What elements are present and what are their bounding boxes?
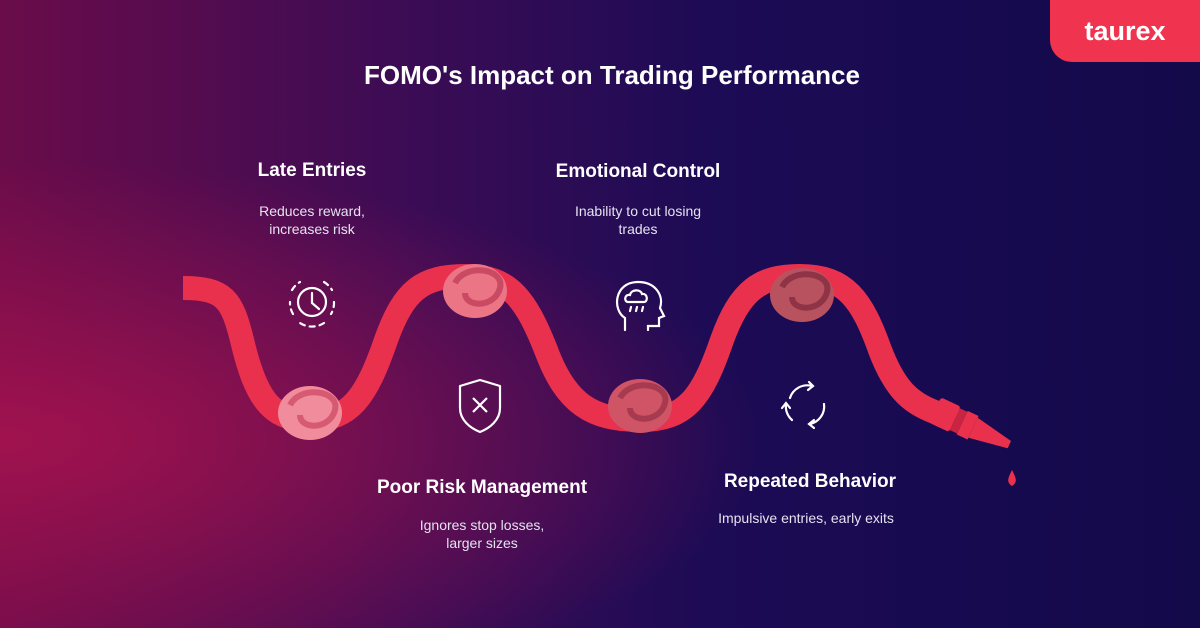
item-description: Ignores stop losses, larger sizes: [419, 517, 545, 551]
nozzle: [930, 398, 1012, 449]
item-description: Inability to cut losing trades: [574, 203, 702, 237]
item-title: Poor Risk Management: [376, 477, 588, 498]
item-title: Repeated Behavior: [723, 471, 897, 492]
item-description: Reduces reward, increases risk: [259, 203, 365, 237]
clock-icon: [288, 280, 336, 328]
item-title: Emotional Control: [555, 161, 721, 182]
title: FOMO's Impact on Trading Performance: [364, 60, 860, 90]
head-icon: [616, 280, 666, 332]
item-title: Late Entries: [257, 160, 367, 181]
cycle-icon: [780, 380, 826, 430]
knot: [608, 379, 672, 433]
item-description: Impulsive entries, early exits: [718, 510, 894, 526]
droplet: [1008, 470, 1016, 486]
shield-icon: [458, 378, 502, 434]
knot: [443, 264, 507, 318]
knot: [770, 268, 834, 322]
logo[interactable]: taurex: [1050, 0, 1200, 62]
knot: [278, 386, 342, 440]
